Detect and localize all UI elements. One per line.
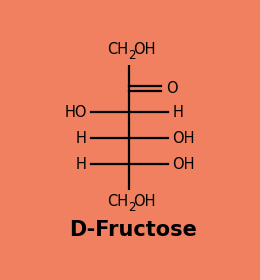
- Text: H: H: [76, 157, 87, 172]
- Text: O: O: [166, 81, 178, 96]
- Text: HO: HO: [64, 105, 87, 120]
- Text: OH: OH: [133, 42, 155, 57]
- Text: CH: CH: [107, 42, 128, 57]
- Text: OH: OH: [173, 131, 195, 146]
- Text: D-Fructose: D-Fructose: [69, 220, 197, 240]
- Text: 2: 2: [128, 201, 136, 214]
- Text: H: H: [173, 105, 183, 120]
- Text: 2: 2: [128, 49, 136, 62]
- Text: H: H: [76, 131, 87, 146]
- Text: OH: OH: [173, 157, 195, 172]
- Text: CH: CH: [107, 194, 128, 209]
- Text: OH: OH: [133, 194, 155, 209]
